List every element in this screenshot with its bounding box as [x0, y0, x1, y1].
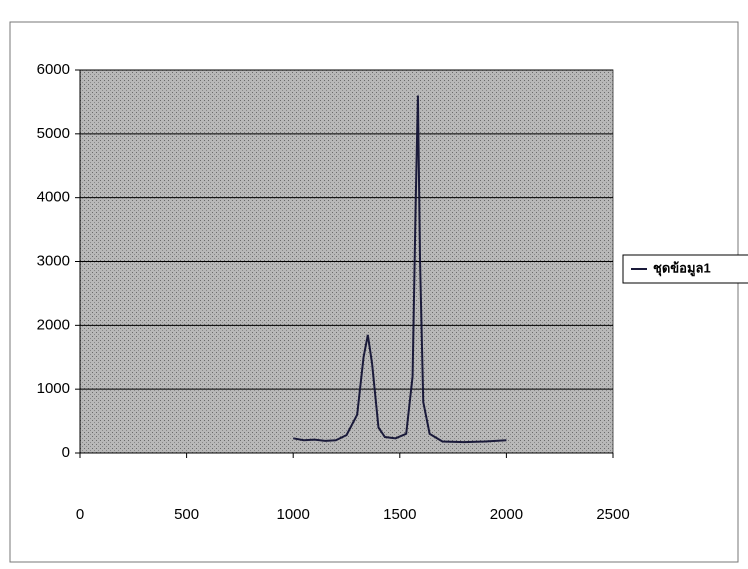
y-tick-label: 2000 [37, 316, 70, 333]
x-tick-label: 1000 [277, 506, 310, 523]
chart: 0 1000 2000 3000 4000 5000 6000 0 500 1000 1500 200… [0, 0, 748, 569]
x-tick-label: 500 [174, 506, 199, 523]
x-tick-label: 0 [76, 506, 84, 523]
legend-label: ชุดข้อมูล1 [653, 260, 711, 276]
y-tick-label: 4000 [37, 189, 70, 206]
y-tick-label: 0 [62, 444, 70, 461]
x-tick-label: 2000 [490, 506, 523, 523]
y-tick-label: 3000 [37, 252, 70, 269]
y-tick-label: 5000 [37, 125, 70, 142]
x-tick-label: 2500 [596, 506, 629, 523]
y-tick-label: 6000 [37, 61, 70, 78]
y-tick-label: 1000 [37, 380, 70, 397]
x-tick-label: 1500 [383, 506, 416, 523]
